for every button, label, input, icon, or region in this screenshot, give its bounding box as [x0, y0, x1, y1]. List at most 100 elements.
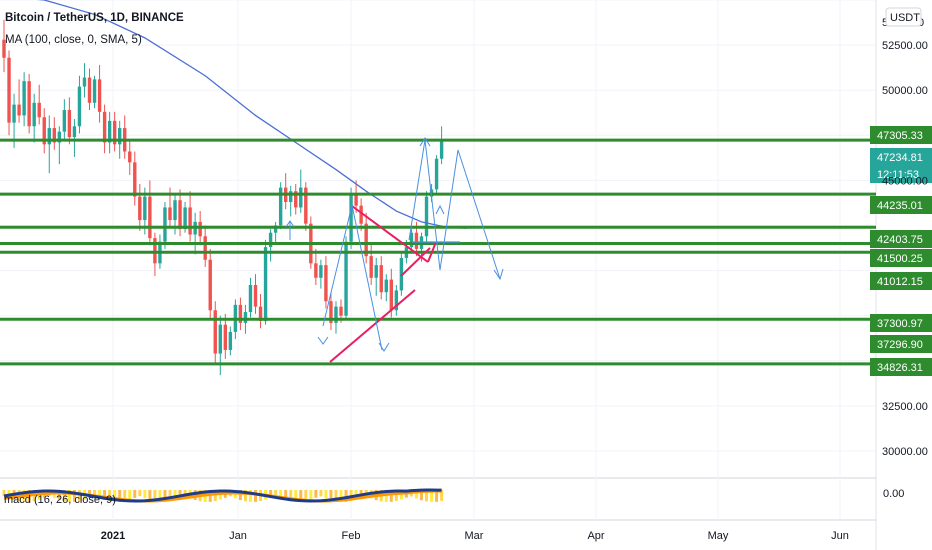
macd-histogram-bar: [289, 490, 293, 502]
triangle-upper-leg[interactable]: [351, 205, 429, 263]
triangle-lower-leg[interactable]: [400, 247, 431, 277]
candle-body: [27, 81, 31, 127]
arrow-head-up-small: [285, 220, 295, 228]
price-labels: 47305.33 47234.81 12:11:53 44235.01 42403.75…: [870, 126, 932, 376]
macd-histogram-bar: [2, 490, 6, 496]
macd-histogram-bar: [57, 490, 61, 500]
price-tag-label: 37300.97: [877, 318, 923, 330]
candle-body: [198, 221, 202, 237]
macd-histogram-bar: [324, 490, 328, 499]
currency-badge[interactable]: [885, 7, 922, 27]
price-tag-label: 44235.01: [877, 200, 923, 212]
symbol-title[interactable]: Bitcoin / TetherUS, 1D, BINANCE: [5, 12, 184, 24]
macd-histogram-bar: [319, 490, 323, 497]
chart-grid: [0, 0, 876, 452]
price-tag-label: 34826.31: [877, 362, 923, 374]
candle-body: [409, 232, 414, 248]
candlestick-series: [2, 19, 444, 376]
time-tick-label: Jun: [831, 530, 849, 542]
candle-body: [344, 241, 348, 316]
price-tick-label: 32500.00: [882, 401, 928, 413]
macd-histogram-bar: [425, 490, 429, 502]
price-tag: [870, 358, 932, 376]
candle-body: [188, 207, 192, 235]
candle-body: [183, 207, 187, 230]
price-tick-label: 52500.00: [882, 40, 928, 52]
macd-histogram-bar: [163, 490, 167, 502]
arrow-head-down-mid: [378, 342, 390, 352]
ma-legend[interactable]: MA (100, close, 0, SMA, 5): [5, 34, 142, 46]
triangle-close[interactable]: [427, 241, 437, 263]
candle-body: [87, 77, 92, 103]
macd-histogram-bar: [62, 490, 66, 502]
price-tag: [870, 335, 932, 353]
candle-body: [42, 117, 46, 145]
candle-body: [364, 223, 368, 257]
macd-histogram-bar: [314, 490, 318, 498]
arrow-path-middle[interactable]: [408, 139, 501, 280]
candle-body: [163, 207, 167, 242]
candle-body: [47, 128, 51, 145]
price-tag-label: 12:11:53: [877, 169, 919, 181]
candle-body: [17, 104, 21, 116]
candle-body: [369, 256, 373, 278]
candle-body: [138, 196, 142, 221]
drawings[interactable]: [285, 137, 504, 363]
candle-body: [329, 301, 333, 323]
candle-body: [77, 86, 82, 127]
macd-histogram-bar: [254, 490, 257, 502]
macd-histogram-bar: [384, 490, 388, 502]
price-axis-ticks: 52500.00 50000.00 45000.00 32500.00 30000.00…: [882, 17, 928, 458]
macd-pane[interactable]: [2, 488, 444, 503]
macd-histogram-bar: [389, 490, 393, 502]
macd-histogram-bar: [344, 490, 348, 502]
price-tag-label: 47305.33: [877, 130, 923, 142]
candle-body: [339, 306, 343, 316]
candle-body: [12, 104, 16, 123]
macd-histogram-bar: [334, 490, 338, 502]
candle-body: [228, 331, 233, 350]
candle-body: [208, 259, 212, 311]
macd-histogram-bar: [430, 490, 434, 502]
time-axis[interactable]: 2021 Jan Feb Mar Apr May Jun: [101, 530, 849, 542]
candle-body: [32, 102, 36, 127]
macd-histogram-bar: [309, 490, 313, 500]
candle-body: [319, 265, 323, 278]
candle-body: [223, 324, 228, 350]
candle-body: [238, 304, 243, 323]
price-tag: [870, 126, 932, 144]
candle-body: [278, 187, 283, 226]
candle-body: [389, 279, 394, 311]
candle-body: [82, 77, 87, 87]
trendline-lower[interactable]: [329, 289, 416, 363]
macd-histogram-bar: [173, 490, 177, 500]
macd-histogram-bar: [148, 490, 152, 500]
candle-body: [289, 191, 293, 203]
candle-body: [268, 232, 273, 248]
price-tick-label: 30000.00: [882, 446, 928, 458]
macd-histogram-bar: [269, 490, 273, 498]
price-tag: [870, 314, 932, 332]
candle-body: [248, 284, 253, 313]
candle-body: [133, 162, 137, 197]
candle-body: [112, 120, 117, 145]
macd-histogram-bar: [168, 490, 172, 502]
candle-body: [314, 263, 318, 278]
price-tag-label: 47234.81: [877, 152, 923, 164]
candle-body: [349, 194, 353, 242]
candle-body: [153, 238, 157, 264]
macd-histogram-bar: [183, 490, 187, 497]
candle-body: [299, 187, 303, 208]
candle-body: [143, 196, 147, 221]
macd-histogram-bar: [77, 490, 81, 502]
time-tick-label: Apr: [587, 530, 604, 542]
candle-body: [243, 312, 248, 323]
candle-body: [304, 187, 308, 224]
price-tag: [870, 148, 932, 166]
candle-body: [218, 324, 222, 354]
arrow-path-left[interactable]: [322, 204, 383, 351]
candle-body: [379, 265, 383, 293]
macd-histogram-bar: [133, 490, 137, 498]
macd-histogram-bar: [414, 490, 418, 499]
